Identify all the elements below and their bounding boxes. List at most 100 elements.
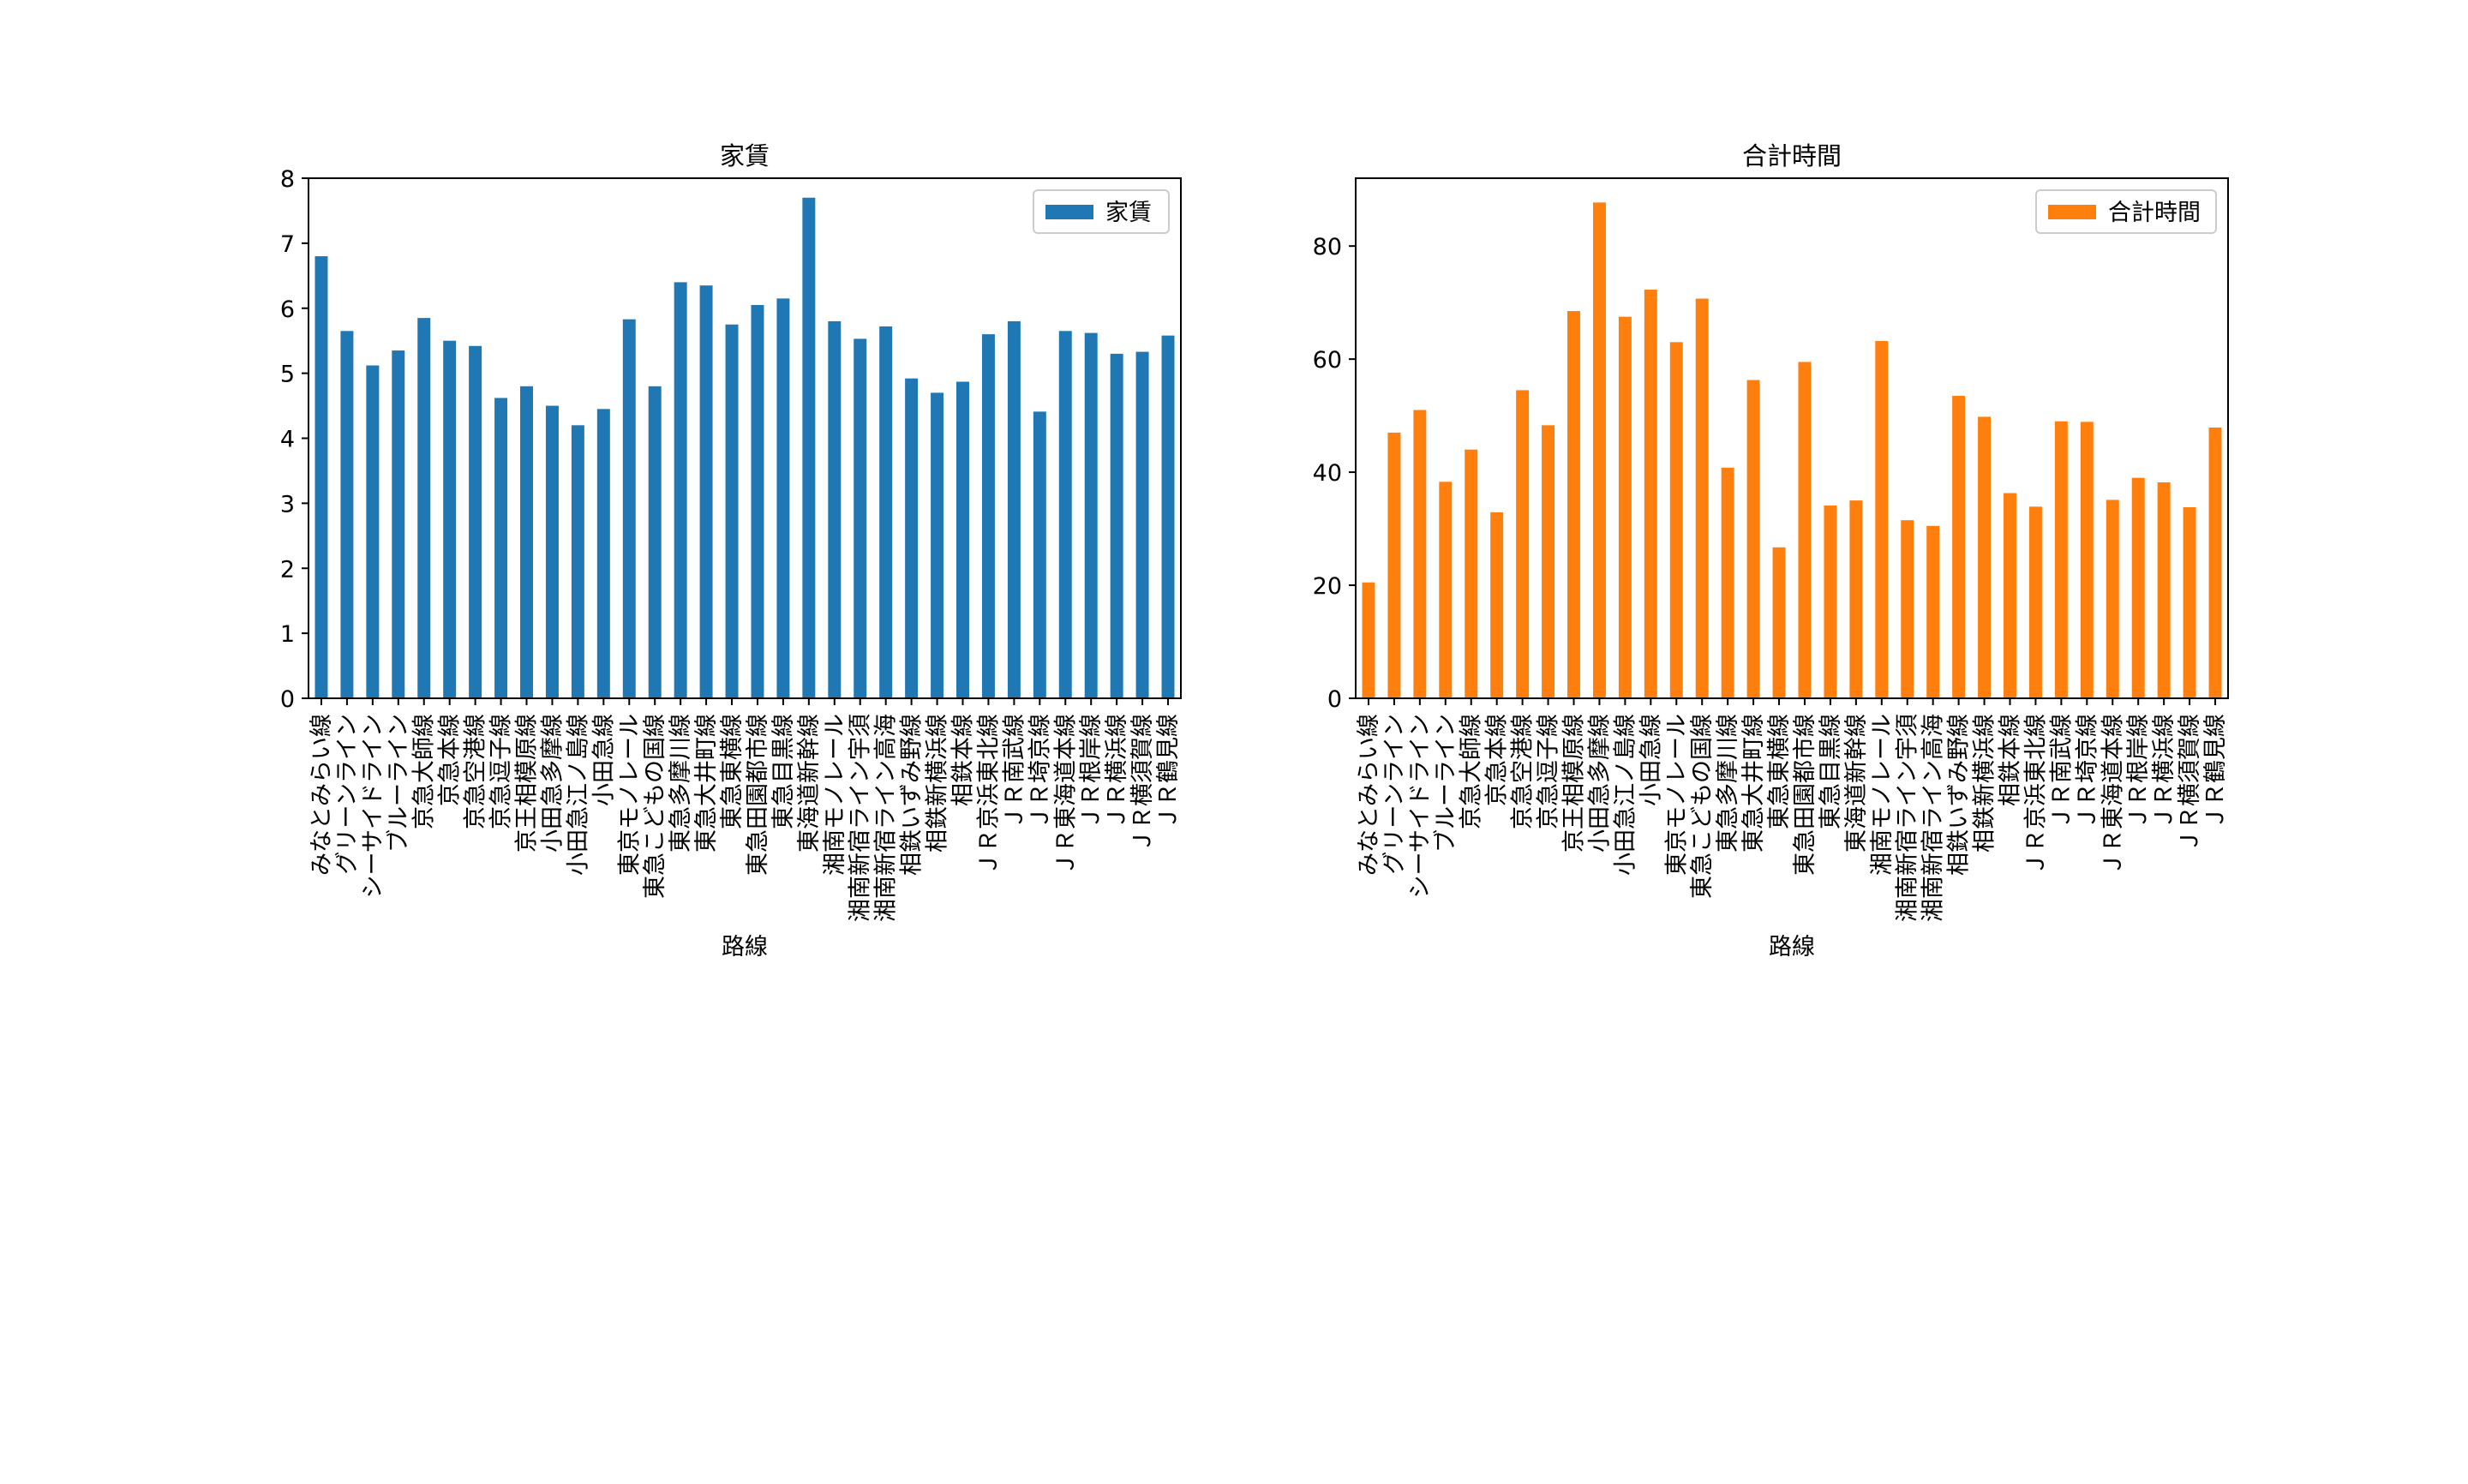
chart-time-xtick-label: 相鉄本線 bbox=[1998, 714, 2024, 806]
chart-rent-xtick-label: 京王相模原線 bbox=[514, 714, 541, 853]
chart-time-bar bbox=[1516, 390, 1530, 698]
chart-rent-bar bbox=[417, 318, 431, 698]
chart-rent-xtick-label: 小田急多摩線 bbox=[539, 714, 566, 853]
chart-time-bar bbox=[2208, 427, 2222, 698]
chart-time-xtick-label: 小田急江ノ島線 bbox=[1612, 714, 1638, 876]
chart-rent-bar bbox=[725, 324, 739, 698]
chart-time-bar bbox=[2106, 500, 2119, 698]
chart-rent-xtick-label: ＪＲ横須賀線 bbox=[1129, 714, 1156, 853]
chart-time-bar bbox=[1592, 202, 1606, 698]
chart-time-legend-swatch bbox=[2048, 205, 2096, 219]
chart-rent-xtick-label: ＪＲ埼京線 bbox=[1027, 714, 1053, 829]
chart-rent-xlabel: 路線 bbox=[722, 934, 768, 960]
chart-rent-xtick-label: ＪＲ根岸線 bbox=[1078, 714, 1105, 829]
chart-rent-xtick-label: 東急目黒線 bbox=[770, 714, 797, 829]
chart-rent-bar bbox=[520, 386, 533, 698]
chart-rent-legend-swatch bbox=[1045, 205, 1093, 219]
chart-rent-xtick-label: 東急こどもの国線 bbox=[642, 714, 668, 899]
chart-rent-bar bbox=[314, 256, 328, 698]
chart-time-bar bbox=[2157, 482, 2171, 698]
chart-rent-xtick-label: 東京モノレール bbox=[616, 714, 643, 876]
chart-time-xtick-label: 京急本線 bbox=[1484, 714, 1511, 806]
chart-rent-xtick-label: 相鉄本線 bbox=[950, 714, 977, 806]
chart-rent-bar bbox=[1135, 351, 1149, 698]
chart-time-xtick-label: 湘南モノレール bbox=[1869, 714, 1896, 876]
chart-rent-ytick-label: 2 bbox=[280, 556, 295, 583]
chart-rent-xtick-label: ブルーライン bbox=[386, 714, 412, 853]
chart-rent-bar bbox=[854, 338, 867, 698]
chart-time-bar bbox=[1362, 582, 1375, 698]
chart-rent-bar bbox=[1058, 331, 1072, 698]
chart-time-bar bbox=[1901, 520, 1914, 698]
chart-rent-bar bbox=[699, 285, 713, 698]
chart-rent-xtick-label: ＪＲ横浜線 bbox=[1104, 714, 1130, 829]
chart-rent-bar bbox=[751, 304, 764, 698]
chart-time-bar bbox=[1669, 342, 1683, 698]
chart-rent-ytick-label: 1 bbox=[280, 621, 295, 648]
chart-time-xtick-label: ＪＲ根岸線 bbox=[2125, 714, 2152, 829]
chart-time-bar bbox=[1439, 482, 1453, 698]
chart-rent-xtick-label: ＪＲ鶴見線 bbox=[1155, 714, 1182, 829]
chart-rent-bar bbox=[776, 298, 790, 698]
chart-rent-bar bbox=[905, 378, 919, 698]
chart-rent-bar bbox=[981, 334, 995, 698]
chart-rent-xtick-label: 東海道新幹線 bbox=[796, 714, 823, 853]
chart-time-xtick-label: 京王相模原線 bbox=[1561, 714, 1588, 853]
chart-rent-xtick-label: 湘南新宿ライン高海 bbox=[873, 714, 900, 922]
chart-rent-title: 家賃 bbox=[720, 141, 770, 171]
chart-time-xtick-label: ＪＲ鶴見線 bbox=[2202, 714, 2229, 829]
chart-time-bar bbox=[1413, 410, 1427, 698]
chart-rent-bar bbox=[802, 197, 816, 698]
chart-time-legend-box bbox=[2035, 189, 2217, 234]
chart-rent-bar bbox=[622, 319, 636, 698]
chart-time-xtick-label: グリーンライン bbox=[1381, 714, 1408, 875]
chart-time-bar bbox=[1618, 316, 1632, 698]
chart-time-xtick-label: みなとみらい線 bbox=[1356, 714, 1382, 876]
chart-time-bar bbox=[2183, 506, 2196, 698]
chart-time-bar bbox=[1926, 525, 1940, 698]
chart-time-bar bbox=[2080, 422, 2094, 698]
chart-time-bar bbox=[2028, 506, 2042, 698]
chart-time-bar bbox=[1746, 380, 1760, 698]
chart-time-xtick-label: シーサイドライン bbox=[1407, 714, 1434, 898]
chart-time-xtick-label: 東京モノレール bbox=[1663, 714, 1690, 876]
chart-time-xlabel: 路線 bbox=[1769, 934, 1815, 960]
chart-rent-bar bbox=[469, 345, 482, 698]
chart-rent-ytick-label: 0 bbox=[280, 686, 295, 713]
chart-time-xtick-label: 小田急線 bbox=[1638, 714, 1664, 806]
chart-time-xtick-label: 東急多摩川線 bbox=[1715, 714, 1741, 853]
chart-time-title: 合計時間 bbox=[1742, 141, 1842, 171]
chart-time-bar bbox=[2004, 493, 2016, 698]
chart-time-bar bbox=[1695, 298, 1709, 698]
chart-rent-xtick-label: 相鉄いずみ野線 bbox=[899, 714, 926, 876]
chart-time-bar bbox=[1567, 311, 1580, 698]
chart-time-xtick-label: ＪＲ横須賀線 bbox=[2177, 714, 2203, 853]
chart-time-legend: 合計時間 bbox=[2035, 189, 2217, 234]
chart-time-xtick-label: 東急東横線 bbox=[1766, 714, 1793, 829]
chart-time-bar bbox=[1465, 449, 1478, 698]
chart-rent-bar bbox=[366, 365, 380, 698]
chart-time-ytick-label: 0 bbox=[1327, 686, 1342, 713]
chart-time-ytick-label: 60 bbox=[1313, 347, 1342, 374]
chart-time-bar bbox=[1849, 500, 1863, 698]
chart-time-xtick-label: ＪＲ埼京線 bbox=[2074, 714, 2100, 829]
chart-rent-bar bbox=[443, 340, 457, 698]
chart-rent-xtick-label: 東急東横線 bbox=[719, 714, 746, 829]
chart-time-xtick-label: 湘南新宿ライン宇須 bbox=[1895, 714, 1921, 922]
chart-rent-xtick-label: ＪＲ京浜東北線 bbox=[975, 714, 1002, 876]
chart-time-bar bbox=[1798, 362, 1812, 698]
chart-rent-bar bbox=[545, 405, 559, 698]
chart-rent-xtick-label: シーサイドライン bbox=[360, 714, 386, 898]
chart-time-xtick-label: 東急目黒線 bbox=[1818, 714, 1844, 829]
chart-rent-ytick-label: 3 bbox=[280, 491, 295, 518]
chart-time-xtick-label: 京急逗子線 bbox=[1536, 714, 1562, 829]
chart-rent-bar bbox=[596, 409, 610, 698]
chart-time-xtick-label: 京急空港線 bbox=[1510, 714, 1537, 829]
chart-time-bar bbox=[1542, 425, 1555, 698]
chart-rent-legend: 家賃 bbox=[1033, 189, 1170, 234]
chart-rent-bar bbox=[1033, 411, 1046, 698]
chart-time-xtick-label: ＪＲ南武線 bbox=[2048, 714, 2075, 829]
chart-rent-bar bbox=[1161, 335, 1175, 698]
